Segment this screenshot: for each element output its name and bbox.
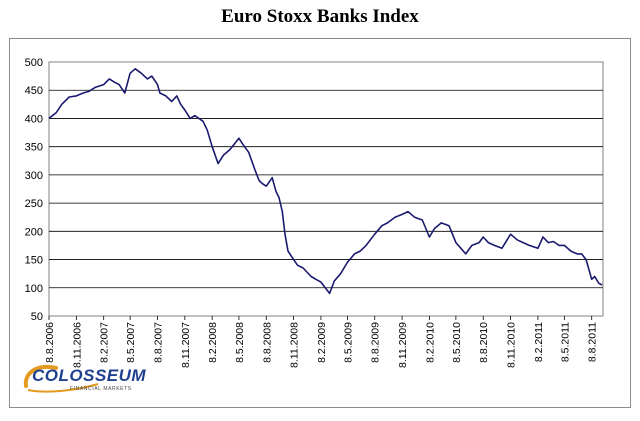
logo-subtitle: FINANCIAL MARKETS — [70, 386, 132, 392]
y-tick-label: 200 — [25, 226, 43, 238]
x-tick-label: 8.2.2007 — [99, 322, 111, 363]
logo-wordmark: COLOSSEUM — [32, 366, 147, 385]
x-tick-label: 8.11.2008 — [289, 322, 301, 368]
logo-swoosh-icon — [23, 365, 58, 388]
plot-area — [48, 61, 604, 317]
x-tick-label: 8.2.2009 — [316, 322, 328, 363]
x-tick-label: 8.8.2008 — [261, 322, 273, 363]
x-tick-label: 8.11.2007 — [180, 322, 192, 368]
x-tick-label: 8.5.2007 — [125, 322, 137, 363]
x-tick-label: 8.8.2011 — [587, 322, 599, 362]
chart-title: Euro Stoxx Banks Index — [221, 6, 419, 27]
x-tick-label: 8.8.2006 — [44, 322, 56, 363]
x-tick-label: 8.8.2007 — [152, 322, 164, 363]
y-tick-label: 500 — [25, 57, 43, 69]
y-tick-label: 150 — [25, 255, 43, 267]
colosseum-logo: COLOSSEUM FINANCIAL MARKETS — [18, 360, 158, 400]
x-tick-label: 8.2.2011 — [533, 322, 545, 362]
x-tick-label: 8.5.2008 — [234, 322, 246, 363]
x-tick-label: 8.8.2010 — [478, 322, 490, 363]
y-tick-label: 350 — [25, 142, 43, 154]
x-tick-label: 8.11.2010 — [506, 322, 518, 368]
x-tick-label: 8.2.2008 — [207, 322, 219, 363]
y-tick-label: 400 — [25, 113, 43, 125]
x-tick-label: 8.5.2010 — [451, 322, 463, 363]
x-tick-label: 8.5.2009 — [342, 322, 354, 363]
series-line-0 — [48, 68, 603, 295]
x-tick-label: 8.11.2009 — [397, 322, 409, 368]
x-tick-label: 8.5.2011 — [559, 322, 571, 362]
y-tick-label: 50 — [31, 311, 43, 323]
y-tick-label: 100 — [25, 283, 43, 295]
x-tick-label: 8.8.2009 — [370, 322, 382, 363]
x-tick-label: 8.11.2006 — [71, 322, 83, 368]
y-tick-label: 300 — [25, 170, 43, 182]
y-tick-label: 450 — [25, 85, 43, 97]
y-tick-label: 250 — [25, 198, 43, 210]
x-tick-label: 8.2.2010 — [424, 322, 436, 363]
